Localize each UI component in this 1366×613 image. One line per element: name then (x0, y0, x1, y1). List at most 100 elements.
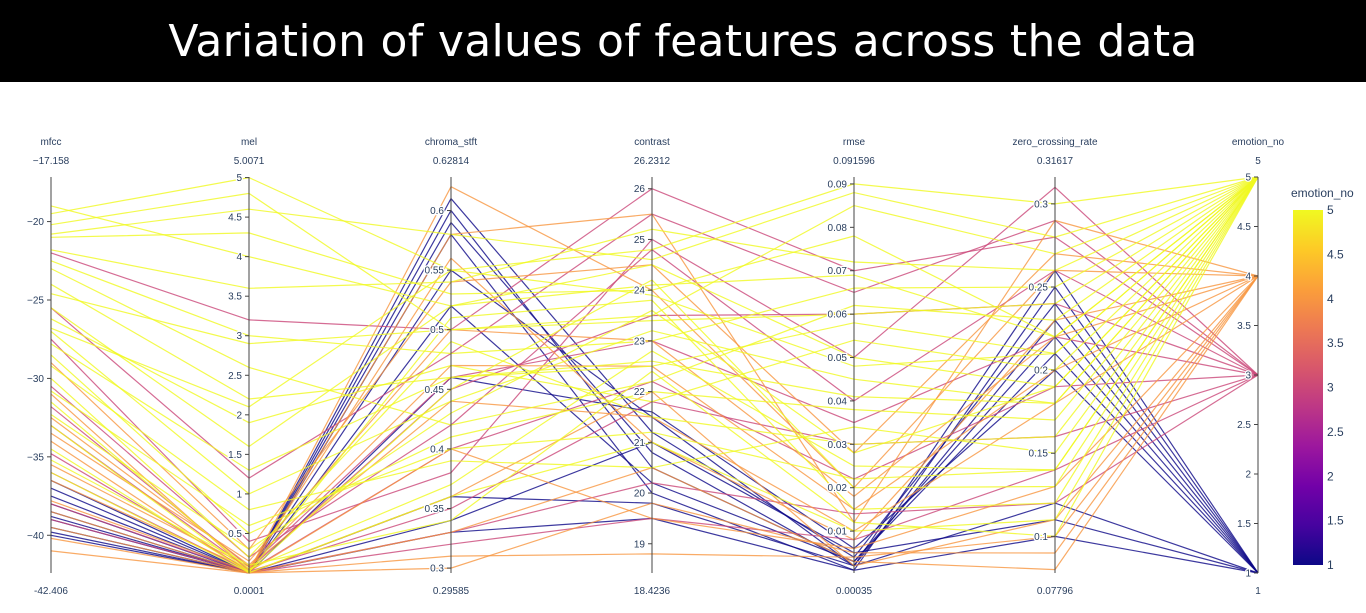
axis-max-label: 5.0071 (234, 156, 265, 167)
axis-title: mfcc (40, 137, 61, 148)
axis-tick-label: 24 (634, 286, 646, 297)
axis-tick-label: 3.5 (228, 292, 242, 303)
axis-tick-label: 4.5 (1237, 222, 1251, 233)
axis-tick-label: 22 (634, 387, 646, 398)
colorbar-title: emotion_no (1291, 186, 1354, 200)
axis-tick-label: 3 (1245, 371, 1251, 382)
colorbar-tick-label: 3 (1327, 381, 1334, 395)
axis-tick-label: 0.04 (828, 396, 848, 407)
axis-title: emotion_no (1232, 137, 1285, 148)
data-line (50, 176, 1259, 400)
data-line (50, 176, 1259, 495)
parallel-coordinates-plot: mfcc −17.158 -42.406 −40 −35 −30 −25 −20 mel 5.00… (26, 137, 1354, 597)
colorbar-tick-label: 1 (1327, 558, 1334, 572)
axis-tick-label: 0.03 (828, 440, 848, 451)
axis-tick-label: 0.06 (828, 310, 848, 321)
axis-title: mel (241, 137, 257, 148)
axis-tick-label: 0.5 (430, 325, 444, 336)
axis-tick-label: −30 (27, 374, 44, 385)
colorbar-tick-label: 4 (1327, 292, 1334, 306)
axis-min-label: 0.0001 (234, 586, 265, 597)
colorbar-gradient (1293, 210, 1323, 565)
axis-max-label: 26.2312 (634, 156, 671, 167)
axis-tick-label: 0.07 (828, 266, 848, 277)
axis-max-label: −17.158 (33, 156, 70, 167)
axis-tick-label: 4.5 (228, 213, 242, 224)
axis-tick-label: −35 (27, 452, 44, 463)
title-bar: Variation of values of features across t… (0, 0, 1366, 82)
axis-tick-label: 0.45 (425, 385, 445, 396)
axis-tick-label: 2 (236, 410, 242, 421)
axis-max-label: 0.091596 (833, 156, 875, 167)
axis-tick-label: 0.1 (1034, 532, 1048, 543)
axis-tick-label: 23 (634, 336, 646, 347)
axis-tick-label: 0.02 (828, 483, 848, 494)
axis-title: chroma_stft (425, 137, 477, 148)
axis-min-label: -42.406 (34, 586, 68, 597)
axis-mel[interactable]: mel 5.0071 0.0001 0.5 1 1.5 2 2.5 3 3.5 4 4.5 5 (227, 137, 265, 597)
colorbar: emotion_no 1 1.5 2 2.5 3 3.5 4 4.5 5 (1291, 186, 1354, 572)
axis-tick-label: 0.5 (228, 529, 242, 540)
axis-tick-label: 0.25 (1029, 283, 1049, 294)
axis-tick-label: 3 (236, 331, 242, 342)
axis-contrast[interactable]: contrast 26.2312 18.4236 19 20 21 22 23 24 25 26 (633, 137, 671, 597)
axis-tick-label: 0.05 (828, 353, 848, 364)
axis-tick-label: 25 (634, 235, 646, 246)
axis-tick-label: 0.35 (425, 504, 445, 515)
axis-mfcc[interactable]: mfcc −17.158 -42.406 −40 −35 −30 −25 −20 (26, 137, 70, 597)
axis-tick-label: 2 (1245, 470, 1251, 481)
data-line (50, 176, 1259, 331)
axis-tick-label: 0.4 (430, 444, 444, 455)
axis-max-label: 0.31617 (1037, 156, 1074, 167)
axis-tick-label: 20 (634, 489, 646, 500)
axis-tick-label: 0.55 (425, 266, 445, 277)
axis-tick-label: 3.5 (1237, 321, 1251, 332)
colorbar-tick-label: 2 (1327, 469, 1334, 483)
axis-tick-label: 1.5 (228, 450, 242, 461)
axis-tick-label: 0.01 (828, 527, 848, 538)
chart-title: Variation of values of features across t… (168, 15, 1198, 67)
axis-tick-label: 2.5 (228, 371, 242, 382)
axis-title: zero_crossing_rate (1012, 137, 1097, 148)
axis-tick-label: 4 (236, 252, 242, 263)
axis-title: contrast (634, 137, 670, 148)
axis-max-label: 5 (1255, 156, 1261, 167)
axis-min-label: 0.00035 (836, 586, 873, 597)
axis-chroma-stft[interactable]: chroma_stft 0.62814 0.29585 0.3 0.35 0.4 0.45 0… (423, 137, 478, 597)
colorbar-tick-label: 2.5 (1327, 425, 1344, 439)
axes-layer: mfcc −17.158 -42.406 −40 −35 −30 −25 −20 mel 5.00… (26, 137, 1285, 597)
colorbar-tick-label: 3.5 (1327, 336, 1344, 350)
axis-tick-label: 21 (634, 438, 646, 449)
colorbar-tick-label: 1.5 (1327, 514, 1344, 528)
data-line (50, 176, 1259, 355)
axis-tick-label: 2.5 (1237, 420, 1251, 431)
axis-tick-label: 1 (1245, 569, 1251, 580)
axis-tick-label: 5 (236, 173, 242, 184)
axis-tick-label: 4 (1245, 272, 1251, 283)
axis-tick-label: 1.5 (1237, 519, 1251, 530)
axis-tick-label: 0.3 (430, 564, 444, 575)
axis-min-label: 0.29585 (433, 586, 470, 597)
colorbar-tick-label: 4.5 (1327, 247, 1344, 261)
axis-tick-label: 0.15 (1029, 449, 1049, 460)
axis-tick-label: 0.6 (430, 206, 444, 217)
axis-title: rmse (843, 137, 866, 148)
axis-tick-label: 1 (236, 489, 242, 500)
axis-min-label: 1 (1255, 586, 1261, 597)
axis-tick-label: 0.3 (1034, 199, 1048, 210)
axis-tick-label: −20 (27, 217, 44, 228)
axis-tick-label: 19 (634, 539, 646, 550)
axis-min-label: 0.07796 (1037, 586, 1074, 597)
axis-tick-label: 0.09 (828, 179, 848, 190)
axis-tick-label: 0.08 (828, 223, 848, 234)
axis-tick-label: 26 (634, 184, 646, 195)
colorbar-tick-label: 5 (1327, 203, 1334, 217)
axis-zero-crossing-rate[interactable]: zero_crossing_rate 0.31617 0.07796 0.1 0.15 0… (1012, 137, 1097, 597)
axis-min-label: 18.4236 (634, 586, 671, 597)
axis-emotion-no[interactable]: emotion_no 5 11 1.5 2 2.5 3 3.5 4 4.5 5 (1232, 137, 1285, 597)
axis-tick-label: −40 (27, 531, 44, 542)
axis-tick-label: 5 (1245, 173, 1251, 184)
axis-tick-label: 0.2 (1034, 366, 1048, 377)
axis-max-label: 0.62814 (433, 156, 470, 167)
axis-rmse[interactable]: rmse 0.091596 0.00035 0.01 0.02 0.03 0.04 0.05 0… (826, 137, 876, 597)
